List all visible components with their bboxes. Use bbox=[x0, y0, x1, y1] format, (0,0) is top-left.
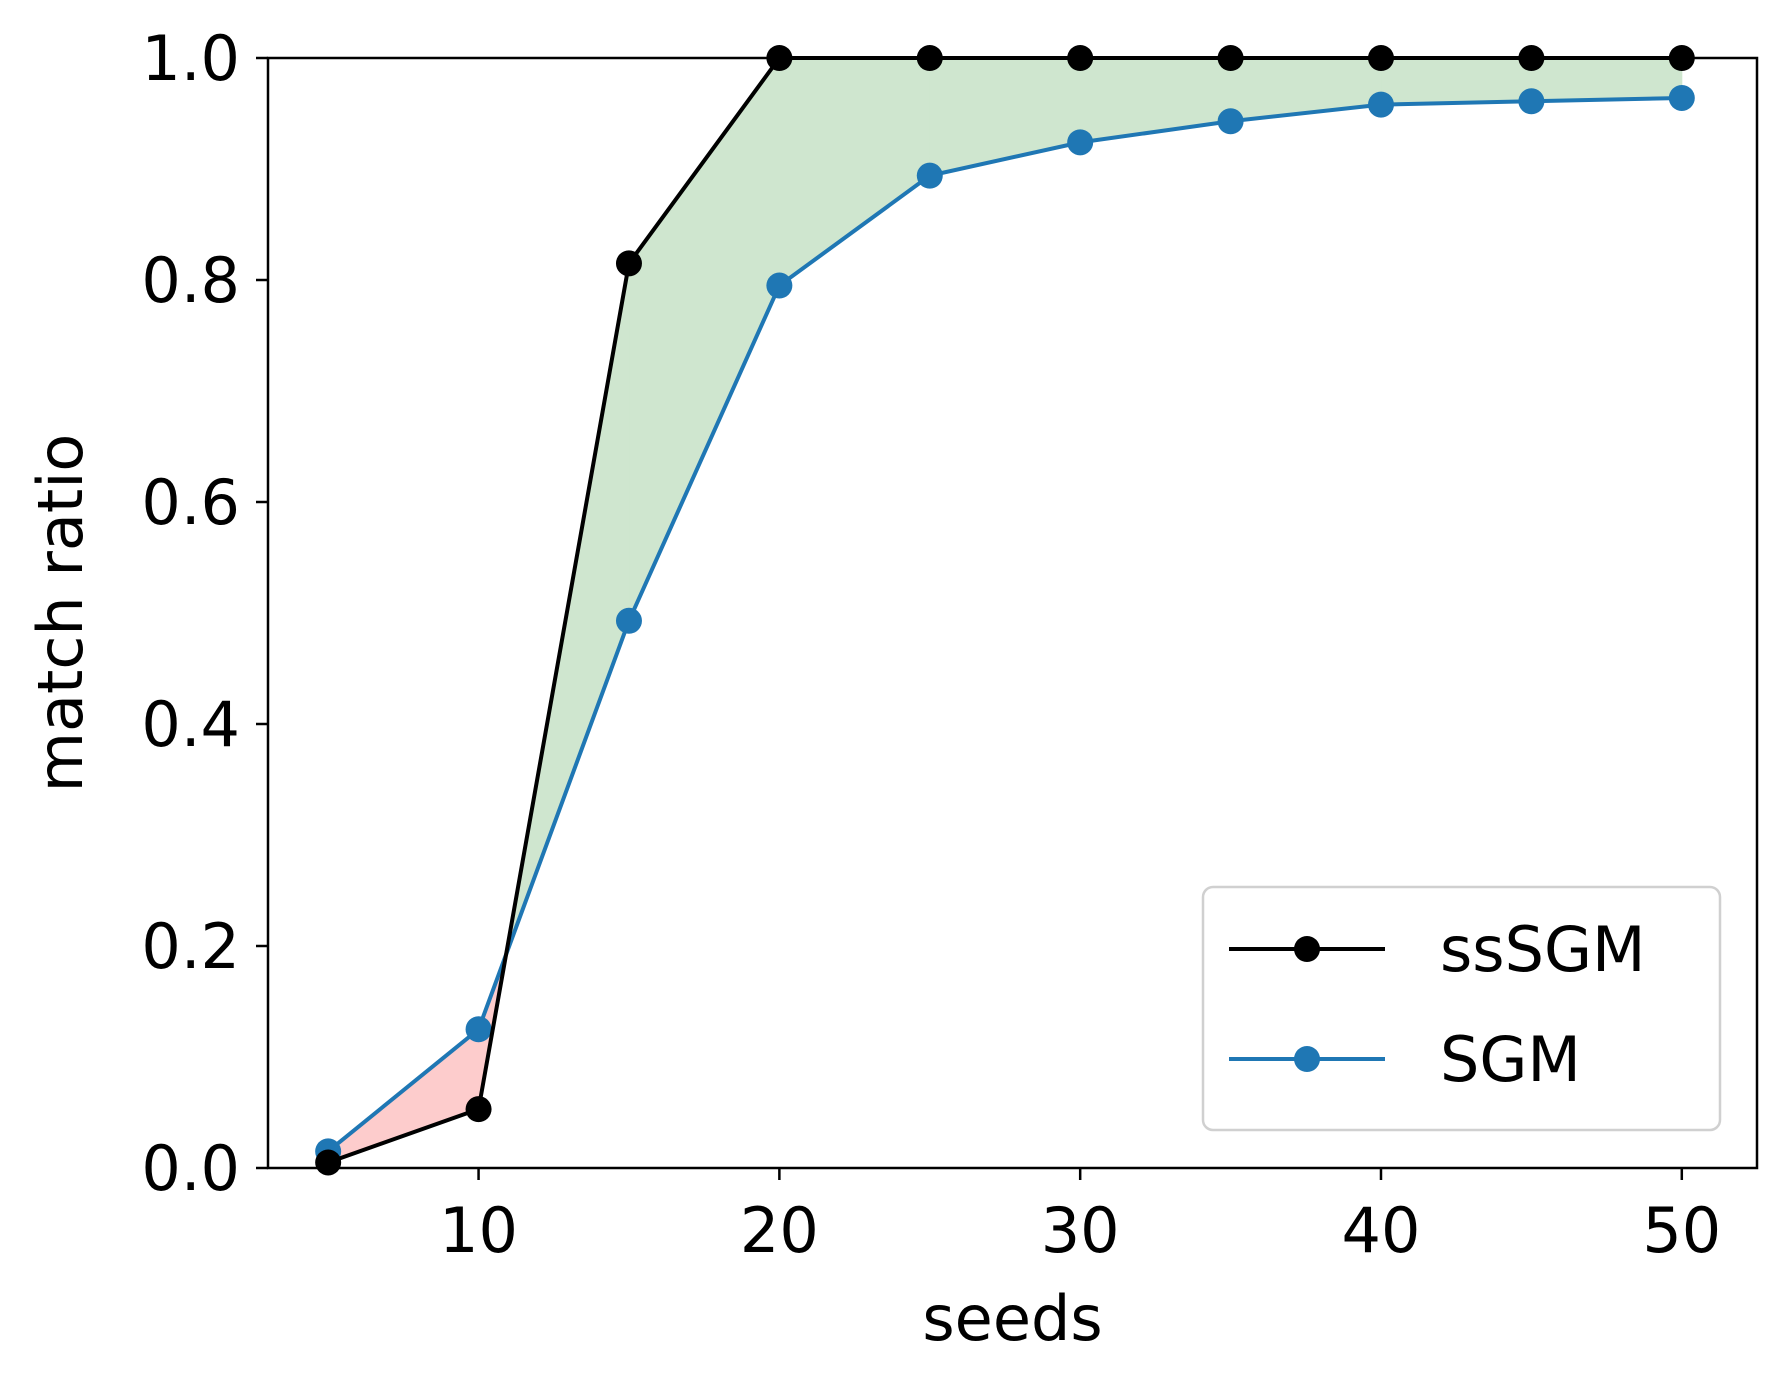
data-point-sgm bbox=[1367, 91, 1394, 118]
legend-label-sssgm: ssSGM bbox=[1440, 913, 1646, 986]
data-point-sgm bbox=[465, 1016, 492, 1043]
x-axis-title: seeds bbox=[922, 1282, 1102, 1355]
y-axis-title: match ratio bbox=[24, 434, 97, 793]
y-tick-label: 1.0 bbox=[141, 22, 240, 95]
data-point-sgm bbox=[1518, 88, 1545, 115]
x-tick-label: 50 bbox=[1642, 1194, 1721, 1267]
legend-marker-sssgm bbox=[1294, 936, 1320, 962]
legend-label-sgm: SGM bbox=[1440, 1023, 1581, 1096]
series-line-sgm bbox=[326, 95, 1682, 1153]
axis-ticks: 10 20 30 40 50 0.0 0.2 0.4 0.6 0.8 1.0 bbox=[141, 22, 1721, 1267]
x-tick-label: 20 bbox=[740, 1194, 819, 1267]
y-tick-label: 0.0 bbox=[141, 1132, 240, 1205]
legend-marker-sgm bbox=[1294, 1046, 1320, 1072]
data-point-sssgm bbox=[315, 1149, 342, 1176]
data-point-sgm bbox=[916, 162, 943, 189]
data-point-sgm bbox=[615, 607, 642, 634]
fill-region-ssSGM-ahead bbox=[778, 57, 931, 287]
x-tick-label: 30 bbox=[1041, 1194, 1120, 1267]
y-tick-label: 0.6 bbox=[141, 466, 240, 539]
y-tick-label: 0.4 bbox=[141, 688, 240, 761]
x-tick-label: 40 bbox=[1342, 1194, 1421, 1267]
data-point-sgm bbox=[1067, 129, 1094, 156]
data-point-sgm bbox=[1217, 108, 1244, 135]
data-point-sssgm bbox=[465, 1096, 492, 1123]
data-point-sgm bbox=[766, 272, 793, 299]
y-tick-label: 0.8 bbox=[141, 244, 240, 317]
legend: ssSGM SGM bbox=[1201, 885, 1722, 1132]
data-point-sgm bbox=[1668, 84, 1695, 111]
plot-frame bbox=[266, 56, 1759, 1170]
data-point-sssgm bbox=[615, 250, 642, 277]
fill-region-ssSGM-ahead bbox=[1079, 57, 1232, 143]
fill-region-ssSGM-ahead bbox=[1380, 57, 1532, 106]
fill-region-ssSGM-ahead bbox=[1530, 57, 1683, 102]
x-tick-label: 10 bbox=[439, 1194, 518, 1267]
y-tick-label: 0.2 bbox=[141, 910, 240, 983]
